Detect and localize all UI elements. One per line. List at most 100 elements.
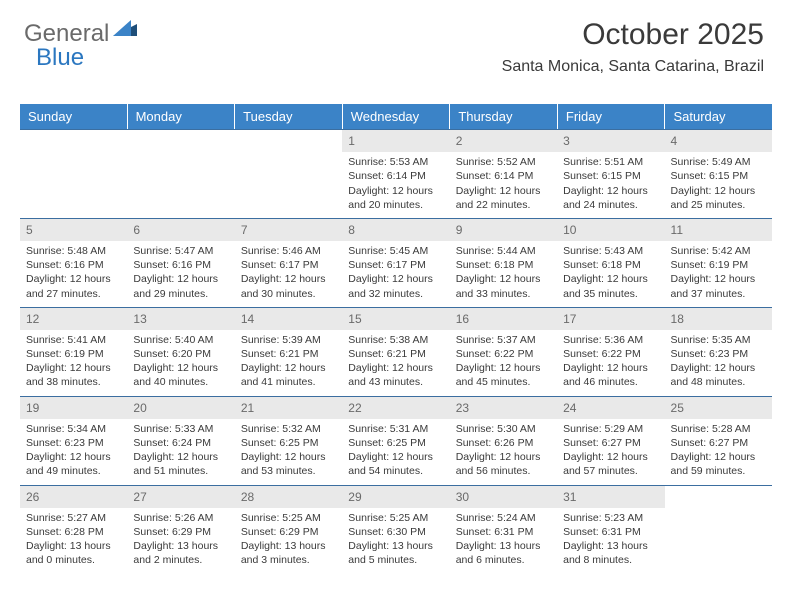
day-body: Sunrise: 5:52 AMSunset: 6:14 PMDaylight:… bbox=[450, 152, 557, 218]
day-line: Daylight: 12 hours bbox=[563, 184, 658, 198]
day-body: Sunrise: 5:44 AMSunset: 6:18 PMDaylight:… bbox=[450, 241, 557, 307]
day-cell bbox=[20, 129, 127, 218]
day-line: and 51 minutes. bbox=[133, 464, 228, 478]
day-line: Daylight: 12 hours bbox=[671, 450, 766, 464]
day-line: Sunset: 6:14 PM bbox=[456, 169, 551, 183]
day-body bbox=[127, 152, 234, 161]
day-line: Sunrise: 5:35 AM bbox=[671, 333, 766, 347]
day-number: 2 bbox=[450, 129, 557, 152]
day-number: 30 bbox=[450, 485, 557, 508]
day-body: Sunrise: 5:38 AMSunset: 6:21 PMDaylight:… bbox=[342, 330, 449, 396]
day-line: and 22 minutes. bbox=[456, 198, 551, 212]
day-line: and 48 minutes. bbox=[671, 375, 766, 389]
day-cell bbox=[235, 129, 342, 218]
day-line: Sunset: 6:16 PM bbox=[26, 258, 121, 272]
day-body: Sunrise: 5:29 AMSunset: 6:27 PMDaylight:… bbox=[557, 419, 664, 485]
week-row: 1Sunrise: 5:53 AMSunset: 6:14 PMDaylight… bbox=[20, 129, 772, 218]
day-line: Daylight: 12 hours bbox=[348, 450, 443, 464]
day-number: 21 bbox=[235, 396, 342, 419]
day-line: Daylight: 13 hours bbox=[133, 539, 228, 553]
day-line: and 27 minutes. bbox=[26, 287, 121, 301]
header: October 2025 Santa Monica, Santa Catarin… bbox=[502, 18, 764, 76]
day-number: 16 bbox=[450, 307, 557, 330]
day-body: Sunrise: 5:33 AMSunset: 6:24 PMDaylight:… bbox=[127, 419, 234, 485]
day-line: Daylight: 12 hours bbox=[133, 450, 228, 464]
day-line: Sunrise: 5:24 AM bbox=[456, 511, 551, 525]
day-line: and 3 minutes. bbox=[241, 553, 336, 567]
day-line: Sunset: 6:15 PM bbox=[563, 169, 658, 183]
day-line: Daylight: 12 hours bbox=[241, 361, 336, 375]
day-line: Sunset: 6:23 PM bbox=[671, 347, 766, 361]
logo-text-blue-wrap: Blue bbox=[36, 44, 84, 72]
day-line: Sunset: 6:14 PM bbox=[348, 169, 443, 183]
day-line: Sunrise: 5:29 AM bbox=[563, 422, 658, 436]
day-line: and 46 minutes. bbox=[563, 375, 658, 389]
day-header: Wednesday bbox=[343, 104, 451, 129]
day-line: Sunrise: 5:46 AM bbox=[241, 244, 336, 258]
day-line: and 41 minutes. bbox=[241, 375, 336, 389]
day-line: Daylight: 12 hours bbox=[456, 272, 551, 286]
day-cell: 16Sunrise: 5:37 AMSunset: 6:22 PMDayligh… bbox=[450, 307, 557, 396]
day-number: 12 bbox=[20, 307, 127, 330]
day-number: 25 bbox=[665, 396, 772, 419]
day-cell bbox=[127, 129, 234, 218]
day-number: 9 bbox=[450, 218, 557, 241]
day-number: 27 bbox=[127, 485, 234, 508]
day-line: Daylight: 13 hours bbox=[456, 539, 551, 553]
day-line: Sunset: 6:19 PM bbox=[26, 347, 121, 361]
day-line: Sunrise: 5:51 AM bbox=[563, 155, 658, 169]
day-number bbox=[127, 129, 234, 152]
day-header: Thursday bbox=[450, 104, 558, 129]
day-line: Daylight: 12 hours bbox=[26, 361, 121, 375]
day-line: Daylight: 12 hours bbox=[348, 361, 443, 375]
day-body: Sunrise: 5:43 AMSunset: 6:18 PMDaylight:… bbox=[557, 241, 664, 307]
day-header: Saturday bbox=[665, 104, 772, 129]
day-line: Sunset: 6:22 PM bbox=[456, 347, 551, 361]
week-row: 12Sunrise: 5:41 AMSunset: 6:19 PMDayligh… bbox=[20, 307, 772, 396]
day-cell: 24Sunrise: 5:29 AMSunset: 6:27 PMDayligh… bbox=[557, 396, 664, 485]
day-line: Sunset: 6:24 PM bbox=[133, 436, 228, 450]
day-line: and 29 minutes. bbox=[133, 287, 228, 301]
day-line: Sunset: 6:29 PM bbox=[133, 525, 228, 539]
day-line: Daylight: 12 hours bbox=[348, 184, 443, 198]
day-cell: 7Sunrise: 5:46 AMSunset: 6:17 PMDaylight… bbox=[235, 218, 342, 307]
day-cell: 2Sunrise: 5:52 AMSunset: 6:14 PMDaylight… bbox=[450, 129, 557, 218]
day-body: Sunrise: 5:28 AMSunset: 6:27 PMDaylight:… bbox=[665, 419, 772, 485]
day-line: Sunrise: 5:45 AM bbox=[348, 244, 443, 258]
day-number: 4 bbox=[665, 129, 772, 152]
day-cell: 18Sunrise: 5:35 AMSunset: 6:23 PMDayligh… bbox=[665, 307, 772, 396]
day-line: Sunrise: 5:49 AM bbox=[671, 155, 766, 169]
day-body: Sunrise: 5:35 AMSunset: 6:23 PMDaylight:… bbox=[665, 330, 772, 396]
day-line: Sunrise: 5:39 AM bbox=[241, 333, 336, 347]
day-line: and 40 minutes. bbox=[133, 375, 228, 389]
day-body: Sunrise: 5:40 AMSunset: 6:20 PMDaylight:… bbox=[127, 330, 234, 396]
day-number: 23 bbox=[450, 396, 557, 419]
day-line: Daylight: 12 hours bbox=[456, 361, 551, 375]
page-subtitle: Santa Monica, Santa Catarina, Brazil bbox=[502, 58, 764, 76]
day-cell: 17Sunrise: 5:36 AMSunset: 6:22 PMDayligh… bbox=[557, 307, 664, 396]
day-cell: 4Sunrise: 5:49 AMSunset: 6:15 PMDaylight… bbox=[665, 129, 772, 218]
day-line: Sunset: 6:26 PM bbox=[456, 436, 551, 450]
day-line: Sunrise: 5:38 AM bbox=[348, 333, 443, 347]
day-line: Sunset: 6:20 PM bbox=[133, 347, 228, 361]
logo-text-blue: Blue bbox=[36, 44, 84, 71]
day-line: Daylight: 13 hours bbox=[241, 539, 336, 553]
day-line: Sunset: 6:25 PM bbox=[348, 436, 443, 450]
day-cell: 5Sunrise: 5:48 AMSunset: 6:16 PMDaylight… bbox=[20, 218, 127, 307]
day-line: and 30 minutes. bbox=[241, 287, 336, 301]
day-line: Sunset: 6:31 PM bbox=[563, 525, 658, 539]
day-line: Daylight: 12 hours bbox=[241, 272, 336, 286]
day-number: 8 bbox=[342, 218, 449, 241]
day-header: Tuesday bbox=[235, 104, 343, 129]
day-line: Sunset: 6:21 PM bbox=[241, 347, 336, 361]
day-number: 24 bbox=[557, 396, 664, 419]
day-cell: 30Sunrise: 5:24 AMSunset: 6:31 PMDayligh… bbox=[450, 485, 557, 574]
day-line: and 6 minutes. bbox=[456, 553, 551, 567]
day-line: Daylight: 12 hours bbox=[456, 450, 551, 464]
day-cell: 14Sunrise: 5:39 AMSunset: 6:21 PMDayligh… bbox=[235, 307, 342, 396]
page-title: October 2025 bbox=[502, 18, 764, 52]
day-body: Sunrise: 5:27 AMSunset: 6:28 PMDaylight:… bbox=[20, 508, 127, 574]
day-body: Sunrise: 5:42 AMSunset: 6:19 PMDaylight:… bbox=[665, 241, 772, 307]
day-body: Sunrise: 5:53 AMSunset: 6:14 PMDaylight:… bbox=[342, 152, 449, 218]
day-number: 6 bbox=[127, 218, 234, 241]
